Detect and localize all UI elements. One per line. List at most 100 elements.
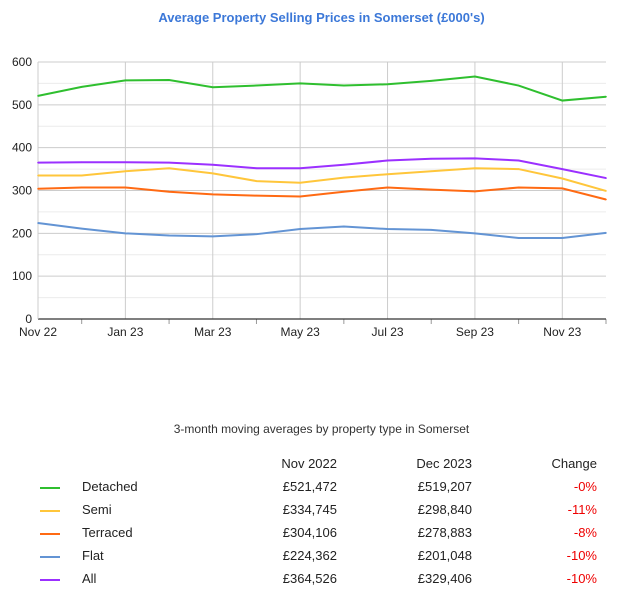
table-row: All £364,526 £329,406 -10% (40, 567, 597, 590)
line-chart: 0 100 200 300 400 500 600 Nov 22 Jan 23 Mar 23 May… (12, 55, 607, 339)
data-point-all (37, 161, 39, 164)
row-start-value: £304,106 (282, 525, 337, 540)
data-point-all (168, 161, 170, 164)
legend-swatch (40, 498, 70, 521)
row-end-value: £519,207 (417, 479, 472, 494)
legend-swatch (40, 567, 70, 590)
row-end-value: £278,883 (417, 525, 472, 540)
data-point-flat (80, 227, 83, 230)
data-point-flat (299, 228, 301, 230)
y-tick-label: 600 (12, 55, 32, 69)
table-row: Semi £334,745 £298,840 -11% (40, 498, 597, 521)
table-row: Terraced £304,106 £278,883 -8% (40, 521, 597, 544)
y-tick-label: 100 (12, 269, 32, 283)
data-point-terraced (343, 190, 345, 193)
x-tick-label: Jan 23 (107, 325, 143, 339)
x-tick-label: Nov 23 (543, 325, 581, 339)
data-point-terraced (124, 186, 127, 189)
x-tick-label: Mar 23 (194, 325, 232, 339)
data-point-semi (299, 181, 301, 184)
data-point-semi (211, 172, 214, 175)
data-point-semi (343, 176, 345, 179)
data-point-detached (299, 82, 301, 85)
row-change: -10% (566, 548, 597, 563)
data-point-terraced (80, 186, 83, 189)
data-point-terraced (517, 186, 520, 189)
y-tick-label: 0 (25, 312, 32, 326)
legend-swatch (40, 475, 70, 498)
data-point-terraced (255, 194, 258, 197)
data-point-detached (605, 95, 607, 98)
data-point-detached (80, 86, 83, 88)
row-name: Terraced (82, 525, 133, 540)
data-point-terraced (211, 193, 214, 196)
data-point-flat (430, 229, 433, 231)
x-tick-label: Nov 22 (19, 325, 57, 339)
data-point-semi (80, 174, 83, 177)
data-point-flat (474, 232, 476, 235)
data-point-all (124, 161, 127, 164)
data-point-all (255, 167, 258, 170)
data-point-semi (386, 173, 389, 176)
data-point-all (605, 177, 607, 179)
data-point-all (80, 161, 83, 164)
data-point-detached (561, 99, 564, 102)
data-point-detached (430, 80, 433, 82)
summary-table: Nov 2022 Dec 2023 Change Detached £521,4… (40, 452, 597, 590)
data-point-all (299, 167, 301, 170)
data-point-detached (37, 95, 39, 97)
data-point-semi (474, 167, 476, 170)
data-point-flat (255, 233, 258, 235)
series-line-flat (37, 222, 607, 240)
data-point-detached (474, 75, 476, 78)
data-point-detached (343, 84, 345, 87)
y-tick-label: 200 (12, 226, 32, 240)
data-point-semi (37, 174, 39, 177)
header-start: Nov 2022 (281, 456, 337, 471)
data-point-flat (386, 228, 389, 230)
data-point-terraced (474, 190, 476, 193)
row-start-value: £521,472 (282, 479, 337, 494)
data-point-flat (211, 235, 214, 238)
data-point-detached (168, 79, 170, 81)
series-line-detached (37, 75, 607, 102)
data-point-detached (517, 84, 520, 87)
y-tick-label: 500 (12, 98, 32, 112)
series-line-all (37, 157, 607, 180)
data-point-semi (124, 170, 127, 173)
chart-title: Average Property Selling Prices in Somer… (158, 10, 485, 25)
legend-swatch (40, 521, 70, 544)
data-point-semi (605, 190, 607, 192)
row-end-value: £201,048 (417, 548, 472, 563)
row-name: Flat (82, 548, 104, 563)
data-point-terraced (605, 198, 607, 201)
row-start-value: £364,526 (282, 571, 337, 586)
data-point-flat (343, 225, 345, 228)
row-start-value: £224,362 (282, 548, 337, 563)
data-point-semi (255, 180, 258, 182)
data-point-flat (37, 222, 39, 224)
series-line-terraced (37, 186, 607, 201)
data-point-detached (255, 84, 258, 87)
row-end-value: £298,840 (417, 502, 472, 517)
table-header-row: Nov 2022 Dec 2023 Change (40, 452, 597, 475)
data-point-terraced (430, 188, 433, 191)
data-point-semi (430, 170, 433, 173)
data-point-flat (517, 237, 520, 239)
data-point-detached (211, 86, 214, 89)
table-subtitle: 3-month moving averages by property type… (173, 422, 470, 436)
data-point-semi (561, 177, 564, 180)
x-tick-label: Jul 23 (372, 325, 404, 339)
y-tick-label: 300 (12, 184, 32, 198)
row-name: All (82, 571, 97, 586)
row-change: -0% (573, 479, 597, 494)
row-start-value: £334,745 (282, 502, 337, 517)
row-change: -8% (573, 525, 597, 540)
data-point-terraced (37, 187, 39, 190)
data-point-all (211, 164, 214, 166)
data-point-flat (124, 232, 127, 235)
legend-swatch (40, 544, 70, 567)
y-tick-label: 400 (12, 141, 32, 155)
data-point-flat (561, 237, 564, 239)
x-tick-label: Sep 23 (456, 325, 494, 339)
